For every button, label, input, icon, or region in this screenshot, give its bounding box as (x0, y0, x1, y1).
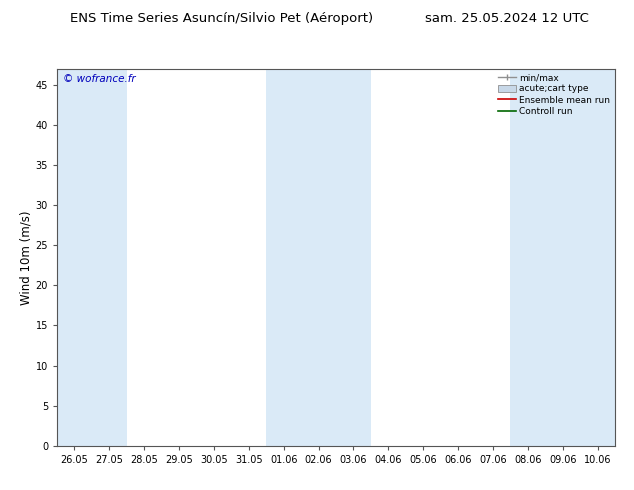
Y-axis label: Wind 10m (m/s): Wind 10m (m/s) (20, 210, 33, 304)
Bar (266, 69, 371, 446)
Legend: min/max, acute;cart type, Ensemble mean run, Controll run: min/max, acute;cart type, Ensemble mean … (496, 72, 612, 118)
Text: ENS Time Series Asuncín/Silvio Pet (Aéroport): ENS Time Series Asuncín/Silvio Pet (Aéro… (70, 12, 373, 25)
Text: sam. 25.05.2024 12 UTC: sam. 25.05.2024 12 UTC (425, 12, 589, 25)
Bar (510, 69, 615, 446)
Bar (57, 69, 127, 446)
Text: © wofrance.fr: © wofrance.fr (63, 74, 135, 84)
